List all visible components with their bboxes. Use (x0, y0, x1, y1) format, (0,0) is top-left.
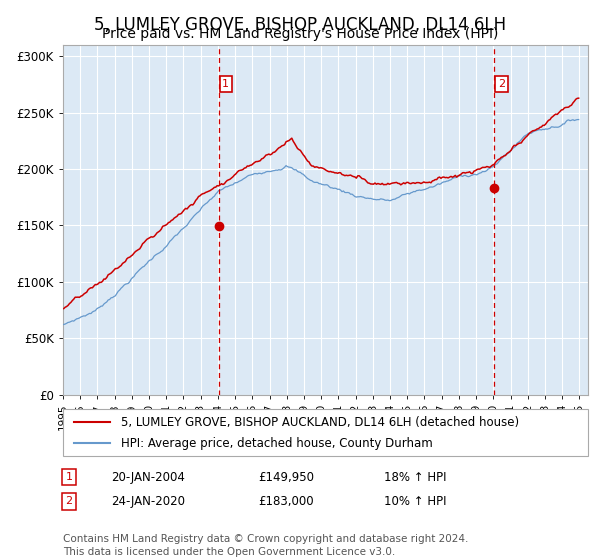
FancyBboxPatch shape (63, 409, 588, 456)
Text: 2: 2 (498, 79, 505, 89)
Text: Contains HM Land Registry data © Crown copyright and database right 2024.
This d: Contains HM Land Registry data © Crown c… (63, 534, 469, 557)
Text: 1: 1 (65, 472, 73, 482)
Text: 18% ↑ HPI: 18% ↑ HPI (384, 470, 446, 484)
Text: 20-JAN-2004: 20-JAN-2004 (111, 470, 185, 484)
Text: 24-JAN-2020: 24-JAN-2020 (111, 494, 185, 508)
Text: 2: 2 (65, 496, 73, 506)
Text: HPI: Average price, detached house, County Durham: HPI: Average price, detached house, Coun… (121, 437, 433, 450)
Text: 1: 1 (222, 79, 229, 89)
Text: £149,950: £149,950 (258, 470, 314, 484)
Text: 5, LUMLEY GROVE, BISHOP AUCKLAND, DL14 6LH (detached house): 5, LUMLEY GROVE, BISHOP AUCKLAND, DL14 6… (121, 416, 519, 428)
Text: 10% ↑ HPI: 10% ↑ HPI (384, 494, 446, 508)
Text: £183,000: £183,000 (258, 494, 314, 508)
Text: Price paid vs. HM Land Registry's House Price Index (HPI): Price paid vs. HM Land Registry's House … (102, 27, 498, 41)
Text: 5, LUMLEY GROVE, BISHOP AUCKLAND, DL14 6LH: 5, LUMLEY GROVE, BISHOP AUCKLAND, DL14 6… (94, 16, 506, 34)
